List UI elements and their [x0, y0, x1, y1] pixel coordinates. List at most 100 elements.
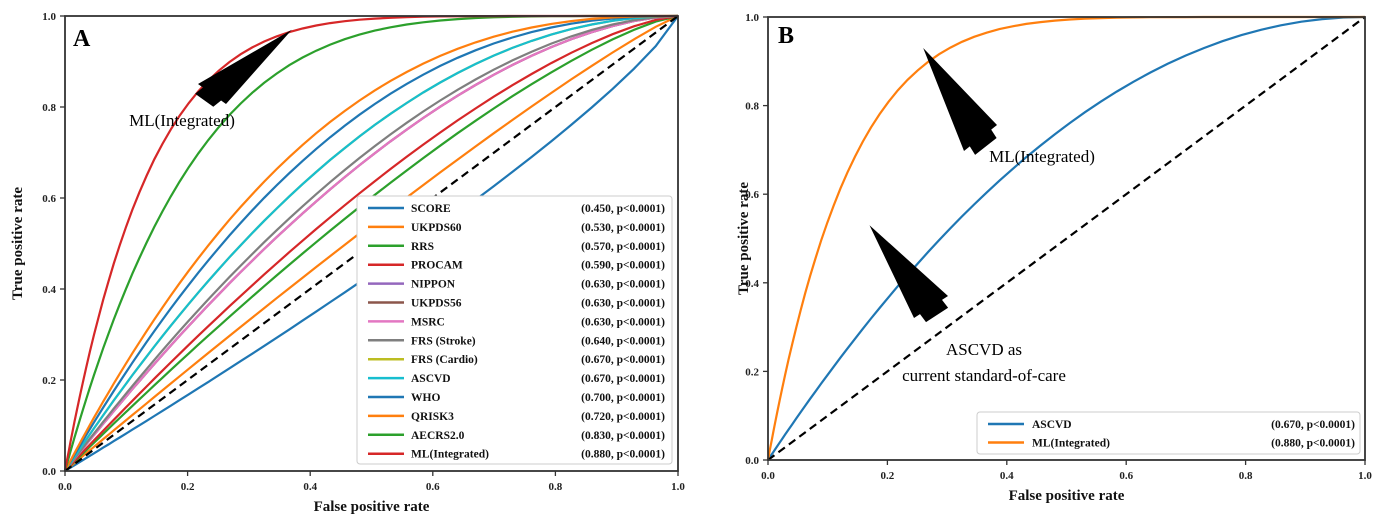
x-tick-label: 0.8: [1239, 470, 1253, 482]
y-tick-label: 0.2: [745, 366, 759, 378]
legend-auc-value: (0.630, p<0.0001): [581, 298, 665, 310]
legend-item: UKPDS56 (0.630, p<0.0001): [368, 298, 665, 310]
y-tick-label: 1.0: [745, 12, 759, 24]
x-tick-label: 0.0: [58, 481, 72, 493]
legend-label: WHO: [411, 392, 440, 404]
legend-auc-value: (0.640, p<0.0001): [581, 335, 665, 347]
panel-letter: A: [73, 26, 91, 52]
chance-diagonal-line: [767, 16, 1366, 461]
legend-auc-value: (0.720, p<0.0001): [581, 411, 665, 423]
plot-frame: [64, 15, 679, 472]
legend-item: FRS (Cardio) (0.670, p<0.0001): [368, 354, 665, 366]
legend-auc-value: (0.830, p<0.0001): [581, 430, 665, 442]
y-tick-label: 0.6: [42, 193, 56, 205]
legend-auc-value: (0.880, p<0.0001): [581, 449, 665, 461]
annotation-arrow: [195, 29, 292, 107]
x-tick-label: 0.8: [549, 481, 563, 493]
y-tick-label: 0.4: [42, 284, 56, 296]
legend-item: QRISK3 (0.720, p<0.0001): [368, 411, 665, 423]
legend-item: PROCAM (0.590, p<0.0001): [368, 260, 665, 272]
legend-auc-value: (0.700, p<0.0001): [581, 392, 665, 404]
legend-label: ML(Integrated): [411, 449, 489, 461]
panel-a: 0.0 0.2 0.4 0.6 0.8 1.0 0.0 0.2 0.4 0.6 0.8 1.0 Fals…: [10, 11, 685, 515]
legend-item: ML(Integrated) (0.880, p<0.0001): [368, 449, 665, 461]
legend-label: RRS: [411, 241, 434, 253]
legend-auc-value: (0.630, p<0.0001): [581, 279, 665, 291]
x-tick-label: 0.2: [181, 481, 195, 493]
roc-curve-procam: [64, 14, 679, 472]
legend-item: SCORE (0.450, p<0.0001): [368, 203, 665, 215]
y-tick-label: 0.8: [745, 101, 759, 113]
annotation-arrow: [869, 225, 949, 323]
panel-letter: B: [778, 23, 794, 49]
y-tick-label: 0.8: [42, 102, 56, 114]
legend-item: RRS (0.570, p<0.0001): [368, 241, 665, 253]
legend: SCORE (0.450, p<0.0001) UKPDS60 (0.530, p<0…: [356, 195, 673, 465]
legend-box: [356, 195, 673, 465]
x-tick-label: 0.2: [881, 470, 895, 482]
legend-auc-value: (0.880, p<0.0001): [1271, 438, 1355, 450]
legend-label: AECRS2.0: [411, 430, 465, 442]
legend-label: UKPDS60: [411, 222, 462, 234]
x-tick-label: 0.6: [1119, 470, 1133, 482]
roc-curve-ascvd: [64, 14, 679, 472]
legend-box: [976, 411, 1361, 455]
legend-auc-value: (0.630, p<0.0001): [581, 316, 665, 328]
legend-item: AECRS2.0 (0.830, p<0.0001): [368, 430, 665, 442]
legend-label: NIPPON: [411, 279, 456, 291]
legend-label: FRS (Stroke): [411, 335, 476, 347]
annotation-text: ASCVD as: [946, 340, 1022, 359]
legend-auc-value: (0.570, p<0.0001): [581, 241, 665, 253]
x-axis-label: False positive rate: [314, 499, 430, 515]
legend-item: FRS (Stroke) (0.640, p<0.0001): [368, 335, 665, 347]
x-tick-label: 0.4: [303, 481, 317, 493]
legend-auc-value: (0.590, p<0.0001): [581, 260, 665, 272]
y-tick-label: 1.0: [42, 11, 56, 23]
annotation-text: current standard-of-care: [902, 366, 1066, 385]
annotation-text: ML(Integrated): [129, 111, 235, 130]
roc-curve-frs-stroke-: [64, 14, 679, 472]
legend: ASCVD (0.670, p<0.0001) ML(Integrated) (0.8…: [976, 411, 1361, 455]
legend-label: UKPDS56: [411, 298, 462, 310]
plot-frame: [767, 16, 1366, 461]
x-tick-label: 0.4: [1000, 470, 1014, 482]
legend-label: ASCVD: [1032, 419, 1072, 431]
panel-b: 0.0 0.2 0.4 0.6 0.8 1.0 0.0 0.2 0.4 0.6 0.8 1.0 Fals…: [736, 12, 1372, 504]
legend-item: UKPDS60 (0.530, p<0.0001): [368, 222, 665, 234]
x-tick-label: 1.0: [1358, 470, 1372, 482]
legend-item: NIPPON (0.630, p<0.0001): [368, 279, 665, 291]
y-axis-label: True positive rate: [10, 187, 26, 300]
y-tick-label: 0.2: [42, 375, 56, 387]
legend-label: PROCAM: [411, 260, 463, 272]
y-tick-label: 0.4: [745, 278, 759, 290]
roc-curve-ascvd: [767, 15, 1366, 461]
annotation-arrow: [923, 48, 997, 155]
x-tick-label: 1.0: [671, 481, 685, 493]
legend-label: FRS (Cardio): [411, 354, 478, 366]
roc-curve-qrisk3: [64, 14, 679, 472]
y-tick-label: 0.0: [42, 466, 56, 478]
y-tick-label: 0.6: [745, 189, 759, 201]
legend-item: ASCVD (0.670, p<0.0001): [368, 373, 665, 385]
legend-item: ASCVD (0.670, p<0.0001): [988, 419, 1355, 431]
legend-item: WHO (0.700, p<0.0001): [368, 392, 665, 404]
x-axis-label: False positive rate: [1009, 488, 1125, 504]
legend-item: MSRC (0.630, p<0.0001): [368, 316, 665, 328]
legend-auc-value: (0.670, p<0.0001): [581, 354, 665, 366]
y-tick-label: 0.0: [745, 455, 759, 467]
y-axis-label: True positive rate: [736, 182, 752, 295]
legend-item: ML(Integrated) (0.880, p<0.0001): [988, 438, 1355, 450]
legend-label: ASCVD: [411, 373, 451, 385]
annotation-text: ML(Integrated): [989, 147, 1095, 166]
legend-auc-value: (0.670, p<0.0001): [1271, 419, 1355, 431]
legend-label: SCORE: [411, 203, 451, 215]
legend-auc-value: (0.670, p<0.0001): [581, 373, 665, 385]
x-tick-label: 0.0: [761, 470, 775, 482]
legend-auc-value: (0.530, p<0.0001): [581, 222, 665, 234]
legend-auc-value: (0.450, p<0.0001): [581, 203, 665, 215]
legend-label: MSRC: [411, 316, 445, 328]
roc-curve-aecrs2-0: [63, 14, 678, 472]
legend-label: QRISK3: [411, 411, 454, 423]
x-tick-label: 0.6: [426, 481, 440, 493]
